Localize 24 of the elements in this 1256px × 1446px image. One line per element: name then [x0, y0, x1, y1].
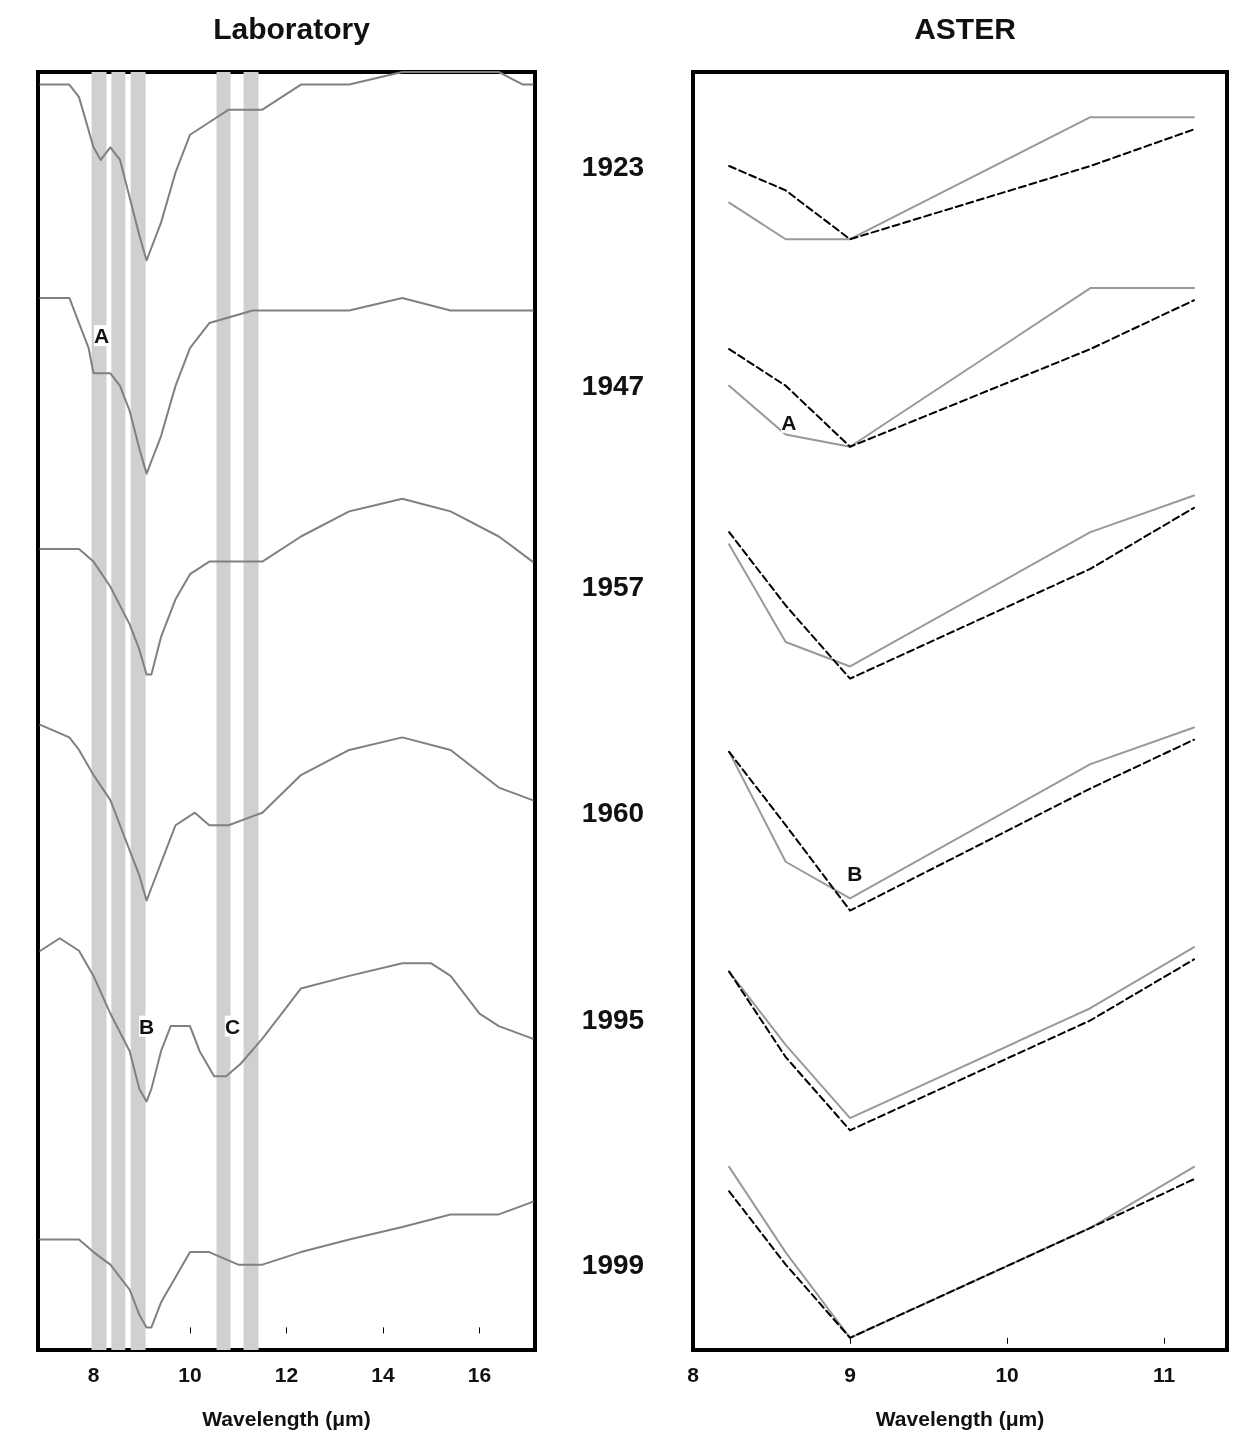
- x-tick-label: 8: [687, 1363, 700, 1386]
- series-label: 1957: [581, 571, 645, 603]
- x-tick-label: 10: [178, 1363, 202, 1386]
- x-tick-label: 9: [844, 1363, 856, 1386]
- series-label: 1960: [581, 797, 645, 829]
- text: 1947: [581, 370, 645, 402]
- annotation: A: [781, 410, 797, 434]
- text: 1999: [581, 1249, 645, 1281]
- x-axis-title: Wavelength (μm): [202, 1407, 371, 1430]
- series-label: 1995: [581, 1004, 645, 1036]
- x-tick-label: 8: [87, 1363, 100, 1386]
- x-tick-label: 14: [371, 1363, 395, 1386]
- text: 1923: [581, 150, 645, 182]
- chart-title: ASTER: [914, 11, 1017, 45]
- x-tick-label: 10: [995, 1363, 1019, 1386]
- x-axis-title: Wavelength (μm): [875, 1407, 1045, 1430]
- x-tick-label: 16: [467, 1363, 492, 1386]
- chart-title: Laboratory: [213, 11, 371, 45]
- annotation: B: [847, 862, 863, 886]
- x-tick-label: 11: [1153, 1363, 1176, 1386]
- annotation: B: [138, 1014, 155, 1038]
- x-tick-label: 12: [274, 1363, 299, 1386]
- annotation: A: [94, 324, 110, 348]
- annotation: C: [224, 1014, 241, 1038]
